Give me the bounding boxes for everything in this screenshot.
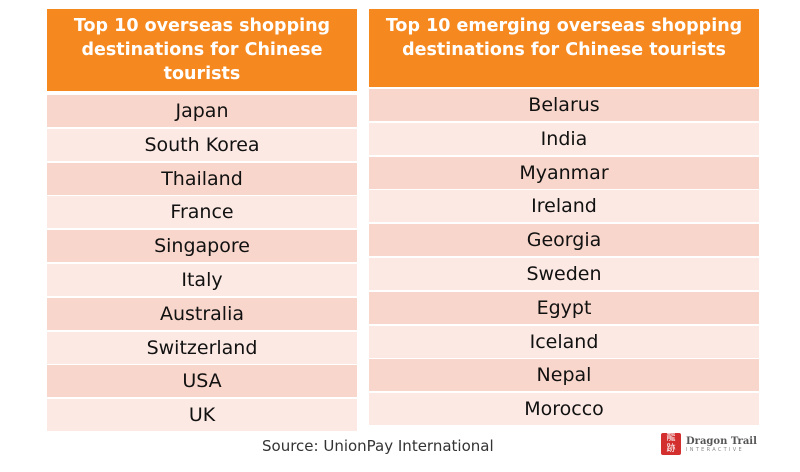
table-row: Australia [47,297,357,330]
logo-name: Dragon Trail [686,435,757,447]
table-row: India [369,122,759,155]
table-row: USA [47,365,357,398]
table-body: Belarus India Myanmar Ireland Georgia Sweden E… [369,89,759,426]
table-row: Egypt [369,291,759,324]
table-row: Morocco [369,393,759,426]
table-row: Iceland [369,325,759,358]
table-row: Japan [47,95,357,127]
logo-sub: INTERACTIVE [686,446,744,453]
table-row: UK [47,399,357,432]
table-row: Switzerland [47,331,357,364]
source-note: Source: UnionPay International [262,437,494,455]
table-row: Italy [47,263,357,296]
table-header: Top 10 emerging overseas shopping destin… [369,9,759,87]
emerging-destinations-table: Top 10 emerging overseas shopping destin… [369,9,759,427]
dragon-trail-logo: 龍跡 Dragon Trail INTERACTIVE [661,433,757,455]
table-header: Top 10 overseas shopping destinations fo… [47,9,357,91]
table-row: France [47,196,357,229]
table-body: Japan South Korea Thailand France Singapore I… [47,95,357,432]
dragon-trail-seal-icon: 龍跡 [661,433,681,455]
table-row: Georgia [369,224,759,257]
table-row: Nepal [369,359,759,392]
table-row: South Korea [47,128,357,161]
table-row: Belarus [369,89,759,121]
table-row: Singapore [47,230,357,263]
table-row: Sweden [369,257,759,290]
table-row: Myanmar [369,156,759,189]
table-row: Ireland [369,190,759,223]
top-destinations-table: Top 10 overseas shopping destinations fo… [47,9,357,433]
table-row: Thailand [47,162,357,195]
